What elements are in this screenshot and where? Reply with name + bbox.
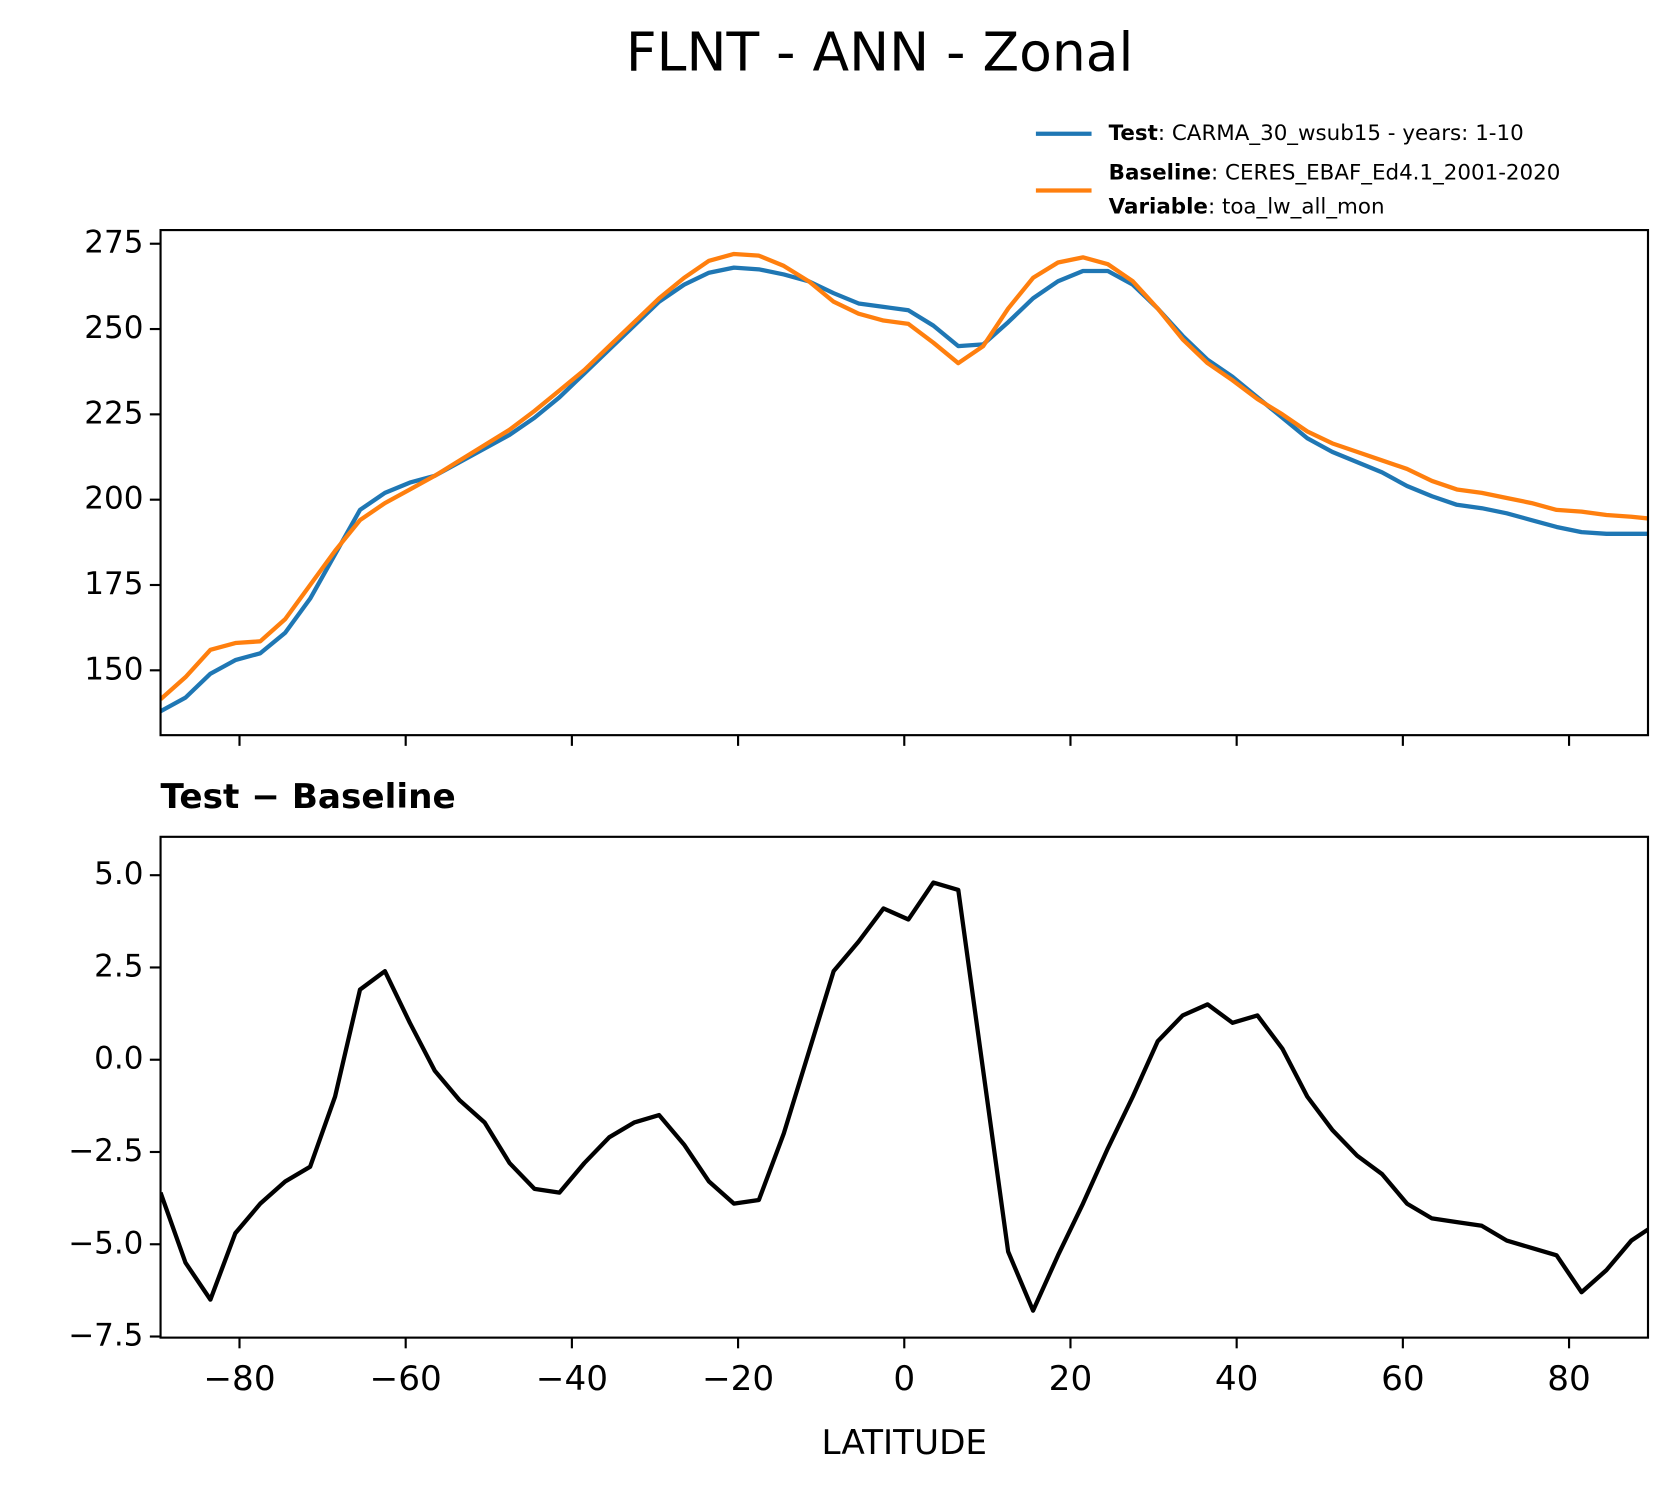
y-tick-label: 275 — [84, 225, 143, 261]
y-tick-label: 225 — [84, 395, 143, 431]
data-line — [160, 265, 1648, 714]
legend-entry: Baseline: CERES_EBAF_Ed4.1_2001-2020 — [1109, 160, 1561, 185]
y-tick-label: 250 — [84, 310, 143, 346]
x-tick-label: −60 — [370, 1359, 442, 1399]
legend-entry: Variable: toa_lw_all_mon — [1109, 195, 1385, 220]
legend-key: Variable — [1109, 195, 1208, 220]
x-tick-label: 80 — [1547, 1359, 1591, 1399]
x-tick-label: 40 — [1215, 1359, 1259, 1399]
x-axis-label: LATITUDE — [821, 1423, 987, 1463]
x-tick-label: −40 — [536, 1359, 608, 1399]
y-tick-label: 150 — [84, 651, 143, 687]
data-line — [160, 880, 1648, 1313]
legend-text: : toa_lw_all_mon — [1208, 195, 1385, 220]
legend-text: : CERES_EBAF_Ed4.1_2001-2020 — [1211, 160, 1560, 185]
axes-frame — [159, 229, 1650, 737]
x-tick-label: −20 — [702, 1359, 774, 1399]
x-tick-label: 20 — [1049, 1359, 1093, 1399]
figure-title: FLNT - ANN - Zonal — [626, 20, 1134, 83]
data-line — [160, 251, 1648, 701]
x-tick-label: 60 — [1381, 1359, 1425, 1399]
x-tick-label: −80 — [203, 1359, 275, 1399]
legend-entry: Test: CARMA_30_wsub15 - years: 1-10 — [1109, 121, 1524, 146]
y-tick-label: 0.0 — [94, 1041, 143, 1077]
y-tick-label: −2.5 — [68, 1133, 143, 1169]
y-tick-label: −7.5 — [68, 1318, 143, 1354]
y-tick-label: −5.0 — [68, 1225, 143, 1261]
x-tick-label: 0 — [893, 1359, 915, 1399]
y-tick-label: 2.5 — [94, 948, 143, 984]
y-tick-label: 175 — [84, 566, 143, 602]
legend-text: : CARMA_30_wsub15 - years: 1-10 — [1158, 121, 1524, 146]
legend-key: Baseline — [1109, 160, 1211, 185]
y-tick-label: 5.0 — [94, 856, 143, 892]
subplot-title: Test − Baseline — [161, 777, 456, 817]
y-tick-label: 200 — [84, 481, 143, 517]
legend-key: Test — [1109, 121, 1158, 146]
axes-frame — [159, 835, 1650, 1339]
